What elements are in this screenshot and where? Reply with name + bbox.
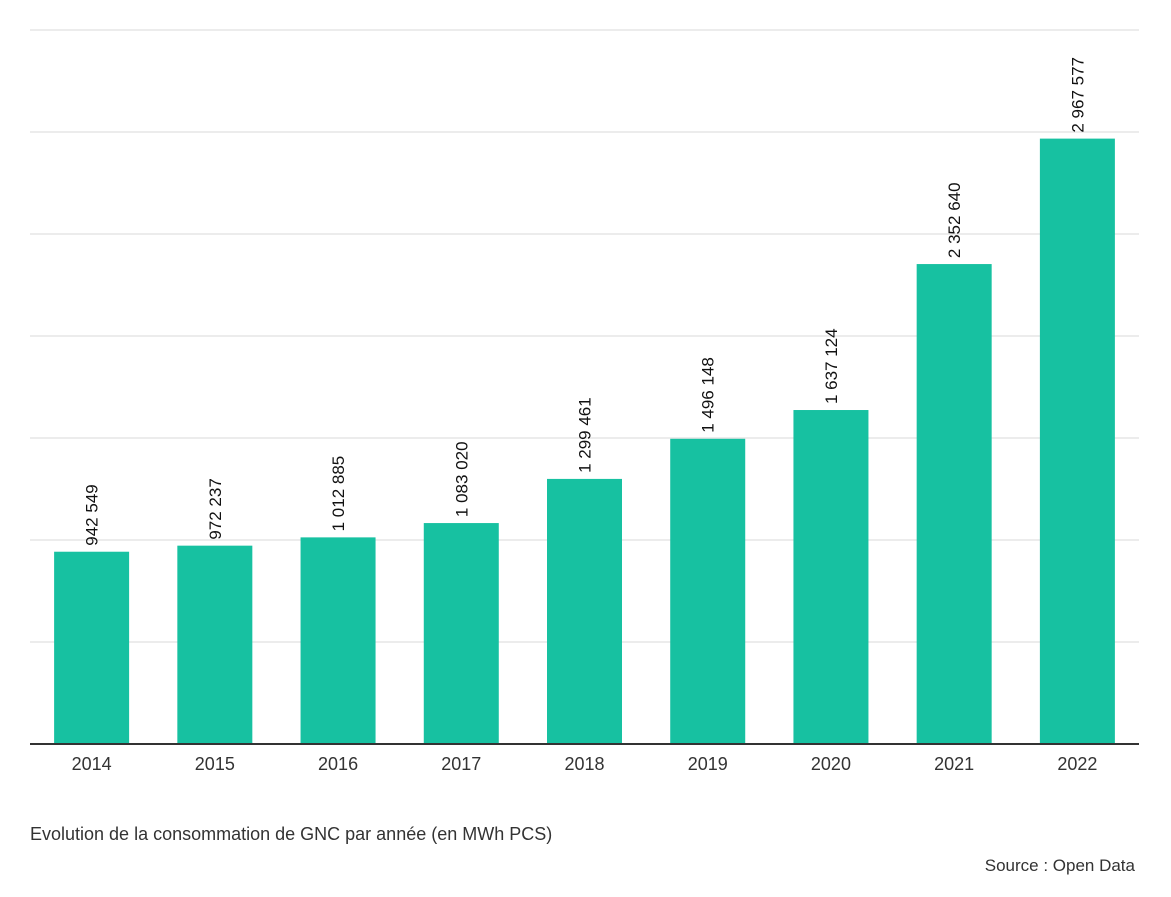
bar-2017: [423, 523, 499, 744]
x-tick-label-2018: 2018: [564, 754, 604, 774]
x-tick-label-2016: 2016: [318, 754, 358, 774]
bars: [54, 138, 1115, 745]
chart-source: Source : Open Data: [984, 856, 1135, 875]
value-label-2015: 972 237: [206, 478, 225, 539]
value-label-2017: 1 083 020: [452, 441, 471, 517]
bar-2018: [547, 478, 622, 744]
value-label-2018: 1 299 461: [576, 397, 595, 473]
chart-caption: Evolution de la consommation de GNC par …: [30, 824, 553, 844]
bar-2021: [916, 264, 992, 744]
value-label-2022: 2 967 577: [1068, 57, 1087, 133]
x-tick-label-2015: 2015: [195, 754, 235, 774]
value-label-2020: 1 637 124: [822, 328, 841, 404]
bar-2019: [670, 438, 746, 744]
bar-2014: [54, 551, 130, 744]
value-label-2021: 2 352 640: [945, 182, 964, 258]
value-label-2019: 1 496 148: [699, 357, 718, 433]
x-tick-labels: 2014 2015 2016 2017 2018 2019 2020 2021 2022: [72, 754, 1098, 774]
x-tick-label-2014: 2014: [72, 754, 112, 774]
bar-chart: 942 549 972 237 1 012 885 1 083 020 1 299 46…: [30, 29, 1139, 774]
bar-2015: [177, 545, 253, 744]
bar-2020: [793, 410, 869, 744]
value-label-2014: 942 549: [83, 484, 102, 545]
value-labels: 942 549 972 237 1 012 885 1 083 020 1 299 46…: [83, 57, 1088, 546]
bar-2022: [1039, 138, 1115, 745]
x-tick-label-2020: 2020: [811, 754, 851, 774]
value-label-2016: 1 012 885: [329, 456, 348, 532]
gridlines: [30, 29, 1139, 643]
x-tick-label-2022: 2022: [1057, 754, 1097, 774]
x-tick-label-2017: 2017: [441, 754, 481, 774]
x-tick-label-2021: 2021: [934, 754, 974, 774]
x-tick-label-2019: 2019: [688, 754, 728, 774]
bar-2016: [300, 537, 376, 744]
